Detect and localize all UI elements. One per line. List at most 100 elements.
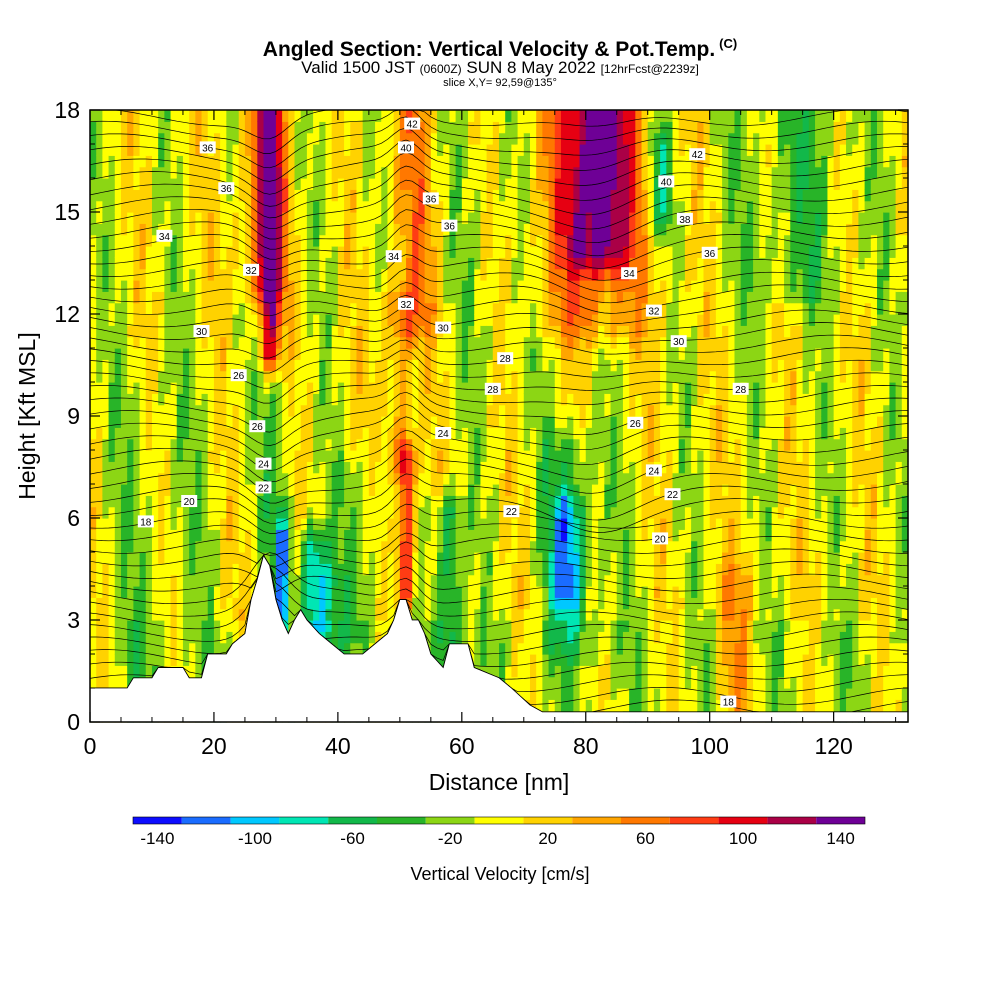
velocity-cell	[474, 506, 482, 519]
velocity-cell	[127, 268, 134, 281]
velocity-cell	[313, 427, 320, 440]
velocity-cell	[505, 472, 512, 485]
velocity-cell	[579, 518, 587, 530]
velocity-cell	[195, 574, 203, 587]
velocity-cell	[331, 472, 339, 485]
velocity-cell	[412, 450, 420, 462]
velocity-cell	[647, 348, 655, 360]
velocity-cell	[151, 200, 159, 213]
velocity-cell	[164, 552, 172, 564]
velocity-cell	[381, 132, 389, 145]
velocity-cell	[399, 246, 407, 258]
velocity-cell	[114, 302, 122, 315]
velocity-cell	[424, 212, 432, 224]
velocity-cell	[647, 472, 655, 485]
velocity-cell	[505, 427, 512, 440]
velocity-cell	[536, 393, 543, 406]
velocity-cell	[381, 438, 389, 451]
velocity-cell	[263, 223, 271, 236]
velocity-cell	[269, 121, 277, 134]
velocity-cell	[344, 620, 351, 632]
velocity-cell	[108, 302, 116, 315]
velocity-cell	[288, 132, 296, 145]
velocity-cell	[418, 359, 426, 372]
velocity-cell	[629, 540, 636, 553]
velocity-cell	[529, 223, 537, 236]
velocity-cell	[294, 382, 302, 394]
velocity-cell	[238, 438, 246, 451]
velocity-cell	[591, 563, 599, 576]
velocity-cell	[591, 438, 599, 451]
velocity-cell	[548, 280, 556, 292]
velocity-cell	[319, 461, 327, 474]
velocity-cell	[443, 268, 451, 281]
velocity-cell	[244, 348, 252, 360]
velocity-cell	[282, 110, 289, 122]
velocity-cell	[529, 178, 537, 190]
velocity-cell	[455, 608, 463, 621]
velocity-cell	[406, 257, 413, 270]
velocity-cell	[164, 529, 172, 542]
velocity-cell	[505, 370, 512, 383]
velocity-cell	[127, 314, 134, 326]
velocity-cell	[108, 200, 116, 213]
velocity-cell	[437, 200, 444, 213]
velocity-cell	[641, 336, 649, 349]
velocity-cell	[517, 404, 525, 417]
velocity-cell	[604, 416, 612, 428]
velocity-cell	[251, 359, 258, 372]
velocity-cell	[344, 642, 351, 655]
velocity-cell	[616, 280, 624, 292]
velocity-cell	[300, 166, 308, 179]
velocity-cell	[635, 450, 643, 462]
velocity-cell	[499, 665, 506, 678]
velocity-cell	[511, 450, 519, 462]
velocity-cell	[418, 438, 426, 451]
velocity-cell	[591, 336, 599, 349]
velocity-cell	[387, 563, 395, 576]
velocity-cell	[139, 348, 147, 360]
velocity-cell	[90, 450, 97, 462]
velocity-cell	[560, 484, 568, 496]
velocity-cell	[356, 438, 364, 451]
velocity-cell	[356, 427, 364, 440]
velocity-cell	[337, 518, 345, 530]
velocity-cell	[499, 608, 506, 621]
velocity-cell	[381, 189, 389, 202]
velocity-cell	[585, 484, 593, 496]
velocity-cell	[331, 427, 339, 440]
velocity-cell	[263, 336, 271, 349]
velocity-cell	[158, 461, 165, 474]
velocity-cell	[418, 495, 426, 508]
velocity-cell	[616, 540, 624, 553]
velocity-cell	[653, 223, 661, 236]
velocity-cell	[263, 268, 271, 281]
velocity-cell	[139, 166, 147, 179]
velocity-cell	[344, 291, 351, 304]
velocity-cell	[579, 144, 587, 156]
velocity-cell	[108, 597, 116, 610]
velocity-cell	[418, 427, 426, 440]
velocity-cell	[350, 484, 358, 496]
velocity-cell	[282, 144, 289, 156]
velocity-cell	[182, 518, 190, 530]
velocity-cell	[176, 484, 184, 496]
velocity-cell	[554, 314, 562, 326]
velocity-cell	[294, 166, 302, 179]
velocity-cell	[195, 359, 203, 372]
velocity-cell	[474, 552, 482, 564]
velocity-cell	[195, 132, 203, 145]
velocity-cell	[598, 506, 605, 519]
velocity-cell	[257, 121, 265, 134]
velocity-cell	[114, 280, 122, 292]
velocity-cell	[443, 461, 451, 474]
velocity-cell	[207, 620, 215, 632]
velocity-cell	[182, 552, 190, 564]
velocity-cell	[362, 110, 370, 122]
velocity-cell	[536, 654, 543, 666]
velocity-cell	[325, 110, 333, 122]
velocity-cell	[151, 302, 159, 315]
velocity-cell	[548, 631, 556, 644]
velocity-cell	[641, 620, 649, 632]
velocity-cell	[176, 223, 184, 236]
